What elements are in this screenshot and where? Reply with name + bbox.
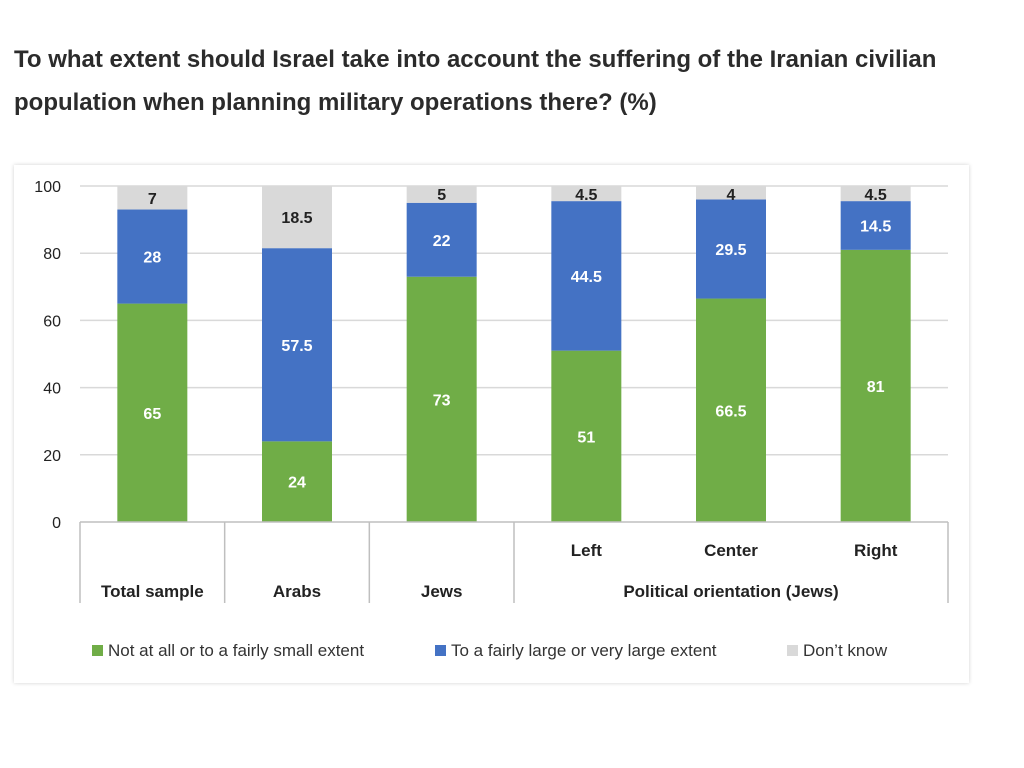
bar-segment [840, 201, 911, 250]
data-label: 28 [143, 250, 161, 267]
y-tick-label: 0 [52, 515, 61, 532]
y-tick-label: 40 [43, 381, 61, 398]
data-label: 29.5 [715, 242, 746, 259]
bar-segment [696, 298, 766, 522]
data-label: 5 [437, 187, 446, 204]
y-tick-label: 20 [43, 448, 61, 465]
bar-segment [406, 202, 477, 277]
bar-segment [840, 186, 911, 202]
data-label: 24 [288, 475, 306, 492]
data-label: 4.5 [575, 187, 597, 204]
bar-segment [840, 249, 911, 522]
stacked-bar-chart: 020406080100652872457.518.5732255144.54.… [34, 179, 949, 660]
x-tick-label: Left [571, 541, 603, 560]
bar-segment [262, 186, 332, 249]
y-tick-label: 80 [43, 246, 61, 263]
bar-segment [551, 201, 622, 351]
data-label: 57.5 [281, 338, 312, 355]
category-group-label: Jews [421, 582, 463, 601]
chart-title: To what extent should Israel take into a… [14, 46, 937, 116]
category-group-label: Arabs [273, 582, 321, 601]
legend-swatch [435, 645, 446, 656]
data-label: 4.5 [865, 187, 887, 204]
bar-segment [696, 186, 766, 200]
legend-swatch [92, 645, 103, 656]
y-tick-label: 100 [34, 179, 61, 196]
data-label: 65 [143, 406, 161, 423]
bar-segment [262, 441, 332, 522]
bar-segment [117, 209, 188, 304]
bar-segment [406, 186, 477, 203]
bar-segment [406, 276, 477, 522]
x-tick-label: Center [704, 541, 758, 560]
data-label: 66.5 [715, 403, 746, 420]
data-label: 81 [867, 379, 885, 396]
bar-segment [696, 199, 766, 299]
data-label: 4 [727, 187, 736, 204]
category-group-label: Total sample [101, 582, 204, 601]
y-tick-label: 60 [43, 313, 61, 330]
data-label: 14.5 [860, 218, 891, 235]
x-tick-label: Right [854, 541, 898, 560]
bar-segment [117, 186, 188, 210]
legend-label: To a fairly large or very large extent [451, 641, 717, 660]
legend-swatch [787, 645, 798, 656]
bar-segment [262, 248, 332, 442]
data-label: 44.5 [571, 269, 602, 286]
bar-segment [551, 350, 622, 522]
data-label: 22 [433, 233, 451, 250]
legend-label: Not at all or to a fairly small extent [108, 641, 364, 660]
chart-card: 0 20 40 60 80 100 65 28 7 24 57.5 18.5 73 22 5 51 44.5 4.… [14, 165, 969, 683]
legend-label: Don’t know [803, 641, 888, 660]
data-label: 51 [577, 429, 595, 446]
category-group-label: Political orientation (Jews) [623, 582, 838, 601]
data-label: 18.5 [281, 210, 312, 227]
bar-segment [551, 186, 622, 202]
bar-segment [117, 303, 188, 522]
data-label: 73 [433, 392, 451, 409]
data-label: 7 [148, 191, 157, 208]
